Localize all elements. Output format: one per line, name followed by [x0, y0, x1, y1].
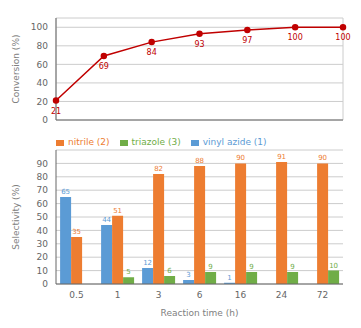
- svg-text:88: 88: [195, 157, 204, 165]
- svg-text:93: 93: [194, 40, 204, 49]
- svg-text:97: 97: [242, 36, 252, 45]
- svg-text:9: 9: [249, 263, 253, 271]
- svg-text:40: 40: [37, 226, 49, 236]
- svg-text:20: 20: [37, 252, 49, 262]
- svg-text:100: 100: [288, 33, 303, 42]
- svg-text:69: 69: [99, 62, 109, 71]
- svg-text:90: 90: [37, 159, 49, 169]
- html-text:triazole (3): triazole (3): [131, 137, 181, 147]
- svg-text:9: 9: [208, 263, 212, 271]
- svg-text:9: 9: [290, 263, 294, 271]
- svg-text:10: 10: [37, 266, 49, 276]
- svg-text:72: 72: [317, 290, 328, 300]
- svg-text:0.5: 0.5: [69, 290, 83, 300]
- svg-text:60: 60: [37, 60, 49, 70]
- svg-text:12: 12: [143, 259, 152, 267]
- svg-text:100: 100: [31, 22, 48, 32]
- html-text:vinyl azide (1): vinyl azide (1): [202, 137, 267, 147]
- svg-text:30: 30: [37, 239, 49, 249]
- svg-text:1: 1: [227, 274, 231, 282]
- html-text:nitrile (2): nitrile (2): [68, 137, 110, 147]
- svg-text:5: 5: [126, 268, 130, 276]
- svg-text:60: 60: [37, 199, 49, 209]
- svg-text:44: 44: [102, 216, 111, 224]
- svg-text:84: 84: [147, 48, 157, 57]
- svg-text:3: 3: [186, 271, 190, 279]
- svg-text:90: 90: [236, 154, 245, 162]
- svg-text:Reaction time (h): Reaction time (h): [161, 308, 239, 318]
- svg-text:40: 40: [37, 78, 49, 88]
- svg-text:Conversion (%): Conversion (%): [11, 35, 21, 104]
- svg-text:6: 6: [197, 290, 203, 300]
- svg-text:0: 0: [42, 279, 48, 289]
- svg-text:65: 65: [61, 188, 70, 196]
- svg-text:16: 16: [235, 290, 247, 300]
- svg-text:Selectivity (%): Selectivity (%): [11, 184, 21, 249]
- svg-text:70: 70: [37, 185, 49, 195]
- svg-text:91: 91: [277, 153, 286, 161]
- svg-text:82: 82: [154, 165, 163, 173]
- svg-text:1: 1: [115, 290, 121, 300]
- svg-text:10: 10: [329, 262, 338, 270]
- svg-text:6: 6: [167, 267, 172, 275]
- svg-text:80: 80: [37, 172, 49, 182]
- svg-text:20: 20: [37, 97, 49, 107]
- svg-text:50: 50: [37, 212, 49, 222]
- svg-text:3: 3: [156, 290, 162, 300]
- svg-text:21: 21: [51, 107, 61, 116]
- svg-text:35: 35: [72, 228, 81, 236]
- svg-text:24: 24: [276, 290, 288, 300]
- svg-text:0: 0: [42, 115, 48, 125]
- svg-text:51: 51: [113, 207, 122, 215]
- svg-text:100: 100: [335, 33, 350, 42]
- svg-text:90: 90: [318, 154, 327, 162]
- svg-text:80: 80: [37, 41, 49, 51]
